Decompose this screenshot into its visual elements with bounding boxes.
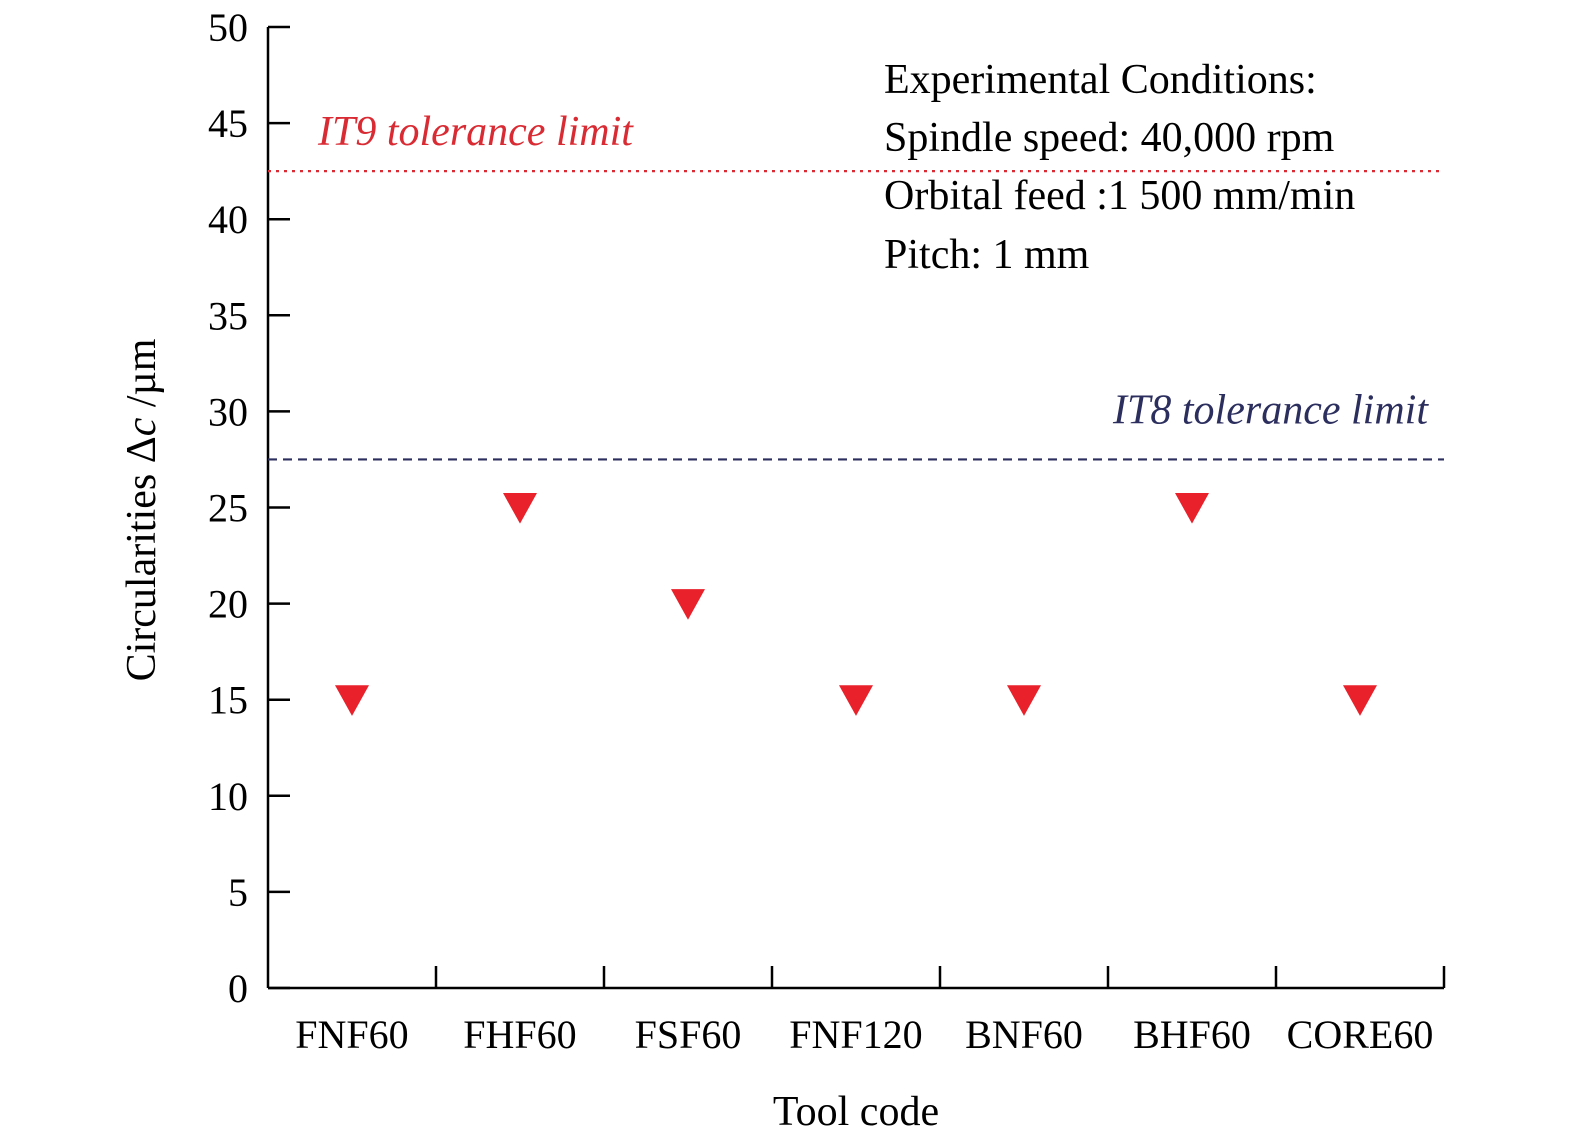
point-bnf60 xyxy=(1007,685,1041,716)
condition-line-orbital-feed: Orbital feed :1 500 mm/min xyxy=(884,173,1355,219)
x-tick-label-fsf60: FSF60 xyxy=(635,1012,742,1057)
condition-line-title: Experimental Conditions: xyxy=(884,57,1317,103)
point-fhf60 xyxy=(503,493,537,524)
it9-limit-label: IT9 tolerance limit xyxy=(317,109,634,155)
point-fsf60 xyxy=(671,589,705,620)
y-tick-label-35: 35 xyxy=(208,293,248,338)
reference-lines: IT9 tolerance limit IT8 tolerance limit xyxy=(268,109,1444,461)
x-tick-label-fnf60: FNF60 xyxy=(295,1012,408,1057)
x-ticks: FNF60 FHF60 FSF60 FNF120 BNF60 BHF60 CORE60 xyxy=(295,966,1446,1057)
it8-limit-label: IT8 tolerance limit xyxy=(1112,387,1429,433)
y-axis-label: Circularities Δc /µm xyxy=(119,338,165,681)
x-tick-label-bnf60: BNF60 xyxy=(965,1012,1083,1057)
y-tick-label-10: 10 xyxy=(208,774,248,819)
point-fnf120 xyxy=(839,685,873,716)
y-ticks: 0 5 10 15 20 25 30 35 40 45 50 xyxy=(208,5,290,1011)
y-tick-label-40: 40 xyxy=(208,197,248,242)
data-points xyxy=(335,493,1377,716)
y-tick-label-25: 25 xyxy=(208,486,248,531)
condition-line-pitch: Pitch: 1 mm xyxy=(884,232,1090,278)
point-core60 xyxy=(1343,685,1377,716)
x-tick-label-fhf60: FHF60 xyxy=(463,1012,576,1057)
y-tick-label-30: 30 xyxy=(208,389,248,434)
x-tick-label-bhf60: BHF60 xyxy=(1133,1012,1251,1057)
y-tick-label-50: 50 xyxy=(208,5,248,50)
experimental-conditions-annotation: Experimental Conditions: Spindle speed: … xyxy=(884,57,1355,278)
y-tick-label-5: 5 xyxy=(228,870,248,915)
x-tick-label-fnf120: FNF120 xyxy=(789,1012,922,1057)
point-fnf60 xyxy=(335,685,369,716)
y-tick-label-0: 0 xyxy=(228,966,248,1011)
x-axis-label: Tool code xyxy=(773,1089,939,1135)
y-tick-label-20: 20 xyxy=(208,582,248,627)
point-bhf60 xyxy=(1175,493,1209,524)
y-tick-label-45: 45 xyxy=(208,101,248,146)
y-tick-label-15: 15 xyxy=(208,678,248,723)
condition-line-spindle-speed: Spindle speed: 40,000 rpm xyxy=(884,115,1335,161)
x-tick-label-core60: CORE60 xyxy=(1287,1012,1434,1057)
